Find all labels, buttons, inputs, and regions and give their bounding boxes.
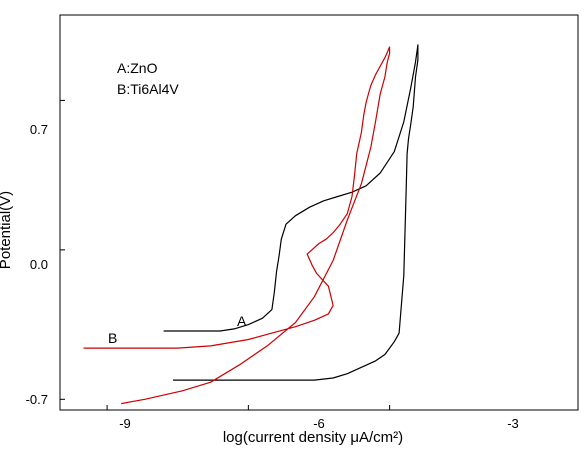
y-tick-label-0.0: 0.0 (30, 257, 48, 272)
x-tick-label-neg6: -6 (313, 416, 325, 431)
curve-label-a: A (237, 313, 247, 329)
x-tick-label-neg9: -9 (119, 416, 131, 431)
y-axis-title: Potential(V) (0, 191, 14, 269)
y-tick-label-neg0.7: -0.7 (26, 392, 48, 407)
series-line-b (83, 46, 391, 405)
series-line-a (163, 44, 419, 381)
plot-frame (59, 14, 579, 411)
legend-entry-b: B:Ti6Al4V (117, 81, 179, 97)
legend-entry-a: A:ZnO (117, 60, 158, 76)
y-tick-label-0.7: 0.7 (30, 122, 48, 137)
curve-label-b: B (108, 330, 117, 346)
x-tick-label-neg3: -3 (507, 416, 519, 431)
x-axis-title: log(current density μA/cm²) (223, 429, 403, 446)
series-layer (83, 44, 419, 405)
tick-layer (60, 99, 391, 410)
